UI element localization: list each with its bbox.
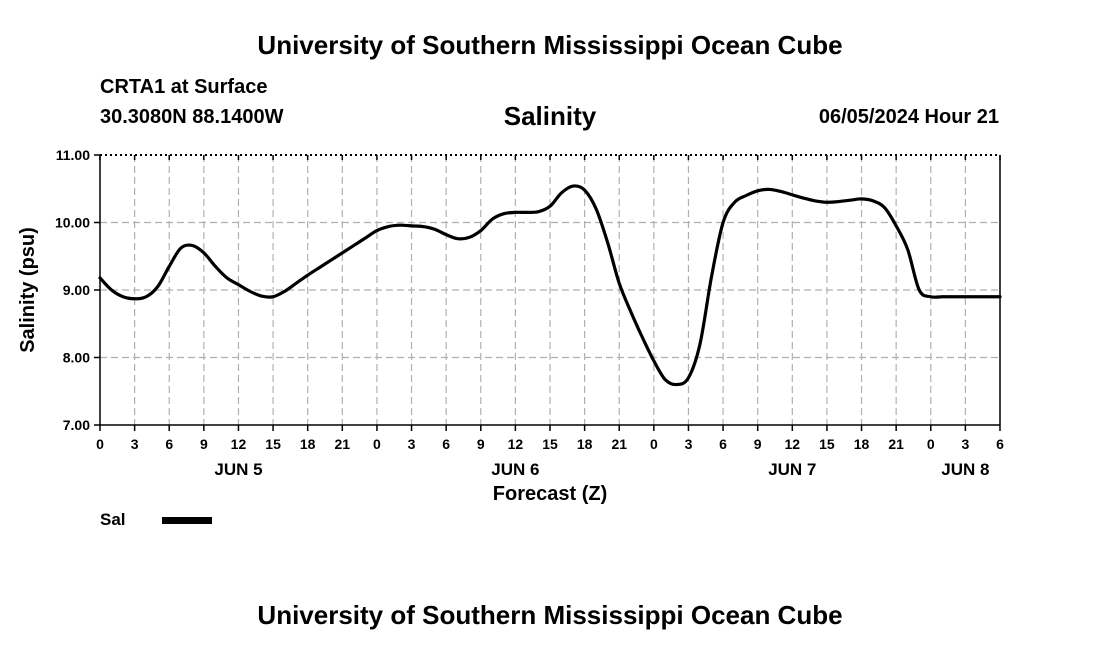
x-tick-label: 12 <box>231 436 247 452</box>
x-tick-label: 0 <box>96 436 104 452</box>
x-tick-label: 15 <box>265 436 281 452</box>
x-tick-label: 9 <box>477 436 485 452</box>
forecast-datetime: 06/05/2024 Hour 21 <box>818 106 999 128</box>
x-tick-label: 6 <box>996 436 1004 452</box>
x-tick-label: 21 <box>335 436 351 452</box>
series-layer <box>98 184 1002 387</box>
axis-labels: 7.00 8.00 9.00 10.00 11.00 0 3 6 9 12 15 18 21 0 3 6 9 12… <box>17 147 1004 505</box>
x-tick-label: 9 <box>200 436 208 452</box>
y-tick-label: 10.00 <box>55 215 90 231</box>
legend-label: Sal <box>100 510 126 529</box>
x-tick-label: 0 <box>650 436 658 452</box>
x-tick-label: 3 <box>408 436 416 452</box>
y-tick-label: 8.00 <box>63 350 90 366</box>
station-coordinates: 30.3080N 88.1400W <box>100 106 284 128</box>
x-tick-label: 18 <box>300 436 316 452</box>
x-tick-label: 3 <box>961 436 969 452</box>
axes <box>94 154 1001 431</box>
x-axis-title: Forecast (Z) <box>493 483 607 505</box>
x-tick-label: 12 <box>785 436 801 452</box>
day-label: JUN 5 <box>214 460 262 479</box>
x-tick-label: 21 <box>888 436 904 452</box>
x-tick-label: 6 <box>442 436 450 452</box>
x-tick-label: 3 <box>131 436 139 452</box>
chart-title: Salinity <box>503 101 597 131</box>
x-tick-label: 9 <box>754 436 762 452</box>
day-label: JUN 8 <box>941 460 989 479</box>
y-tick-label: 7.00 <box>63 417 90 433</box>
series-line-sal <box>98 184 1002 387</box>
x-tick-label: 0 <box>373 436 381 452</box>
x-tick-label: 3 <box>685 436 693 452</box>
x-tick-label: 18 <box>854 436 870 452</box>
day-label: JUN 7 <box>768 460 816 479</box>
org-title: University of Southern Mississippi Ocean… <box>257 30 843 60</box>
x-tick-label: 0 <box>927 436 935 452</box>
x-tick-label: 15 <box>819 436 835 452</box>
legend-swatch <box>162 517 212 524</box>
day-label: JUN 6 <box>491 460 539 479</box>
y-tick-label: 9.00 <box>63 282 90 298</box>
footer-title: University of Southern Mississippi Ocean… <box>257 600 843 630</box>
x-tick-label: 12 <box>508 436 524 452</box>
grid-lines <box>100 155 1000 425</box>
x-tick-label: 6 <box>165 436 173 452</box>
x-tick-label: 18 <box>577 436 593 452</box>
x-tick-label: 6 <box>719 436 727 452</box>
x-tick-label: 15 <box>542 436 558 452</box>
y-axis-title: Salinity (psu) <box>17 227 39 353</box>
station-name: CRTA1 at Surface <box>100 76 268 98</box>
x-tick-label: 21 <box>611 436 627 452</box>
y-tick-label: 11.00 <box>56 147 90 163</box>
